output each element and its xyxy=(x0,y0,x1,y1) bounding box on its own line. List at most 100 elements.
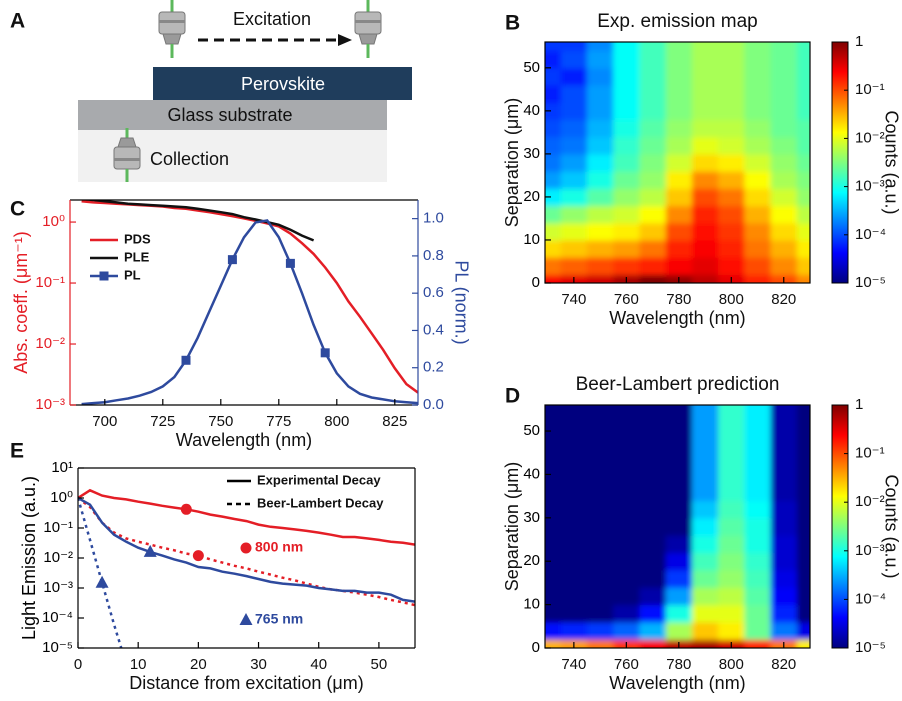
heatmap-cell xyxy=(744,465,772,484)
x-tick-label: 800 xyxy=(719,291,744,308)
heatmap-cell xyxy=(560,188,588,207)
heatmap-cell xyxy=(744,136,772,155)
heatmap-cell xyxy=(613,102,641,121)
y-axis-label: Light Emission (a.u.) xyxy=(19,476,39,640)
heatmap-cell xyxy=(613,42,641,52)
heatmap-cell xyxy=(691,483,719,502)
heatmap-cell xyxy=(613,171,641,189)
heatmap-cell xyxy=(796,448,810,467)
y-tick-label: 0.6 xyxy=(423,284,444,301)
heatmap-cell xyxy=(560,448,588,467)
heatmap-cell xyxy=(744,621,772,640)
y-tick-label: 10⁻¹ xyxy=(43,519,73,536)
heatmap-cell xyxy=(665,587,693,606)
layer-label: Perovskite xyxy=(241,74,325,94)
heatmap-cell xyxy=(560,85,588,103)
heatmap-cell xyxy=(744,85,772,103)
heatmap-cell xyxy=(796,239,810,258)
heatmap-cell xyxy=(691,222,719,241)
heatmap-cell xyxy=(744,604,772,623)
heatmap-cell xyxy=(545,639,562,648)
heatmap-cell xyxy=(613,569,641,588)
heatmap-cell xyxy=(744,517,772,536)
heatmap-cell xyxy=(770,153,798,172)
heatmap-cell xyxy=(718,587,746,606)
heatmap-cell xyxy=(586,500,614,519)
heatmap-cell xyxy=(545,465,562,484)
heatmap-cell xyxy=(613,188,641,207)
heatmap-cell xyxy=(718,50,746,69)
heatmap-cell xyxy=(545,205,562,224)
heatmap-cell xyxy=(586,153,614,172)
heatmap-cell xyxy=(639,431,667,449)
x-tick-label: 780 xyxy=(666,291,691,308)
heatmap-cell xyxy=(665,153,693,172)
heatmap xyxy=(545,42,810,283)
panel-label: E xyxy=(10,440,24,463)
heatmap-cell xyxy=(586,102,614,121)
y-tick-label: 10⁻³ xyxy=(35,396,65,413)
heatmap-cell xyxy=(665,413,693,432)
heatmap-cell xyxy=(613,587,641,606)
heatmap-cell xyxy=(560,517,588,536)
diagram: A Excitation Perovskite Glass substrate xyxy=(10,0,412,182)
legend-label: Experimental Decay xyxy=(257,472,381,487)
heatmap-cell xyxy=(796,42,810,52)
heatmap-cell xyxy=(560,535,588,554)
heatmap-cell xyxy=(665,465,693,484)
heatmap-cell xyxy=(586,136,614,155)
panel-label: D xyxy=(505,385,520,408)
heatmap-cell xyxy=(718,136,746,155)
heatmap-cell xyxy=(545,500,562,519)
heatmap-cell xyxy=(796,569,810,588)
y-tick-label: 20 xyxy=(523,188,540,205)
heatmap-cell xyxy=(665,604,693,623)
chart-title: Beer-Lambert prediction xyxy=(576,374,780,395)
heatmap-cell xyxy=(770,405,798,415)
heatmap-cell xyxy=(665,136,693,155)
heatmap-cell xyxy=(718,621,746,640)
excitation-label: Excitation xyxy=(233,9,311,29)
x-tick-label: 700 xyxy=(92,413,117,430)
plot-area xyxy=(545,405,810,648)
heatmap-cell xyxy=(691,639,719,648)
chart-title: Exp. emission map xyxy=(597,11,758,32)
heatmap-cell xyxy=(586,604,614,623)
heatmap-cell xyxy=(691,405,719,415)
y-axis-label: Separation (μm) xyxy=(502,98,522,227)
legend-label: PLE xyxy=(124,249,150,264)
y-tick-label: 20 xyxy=(523,552,540,569)
colorbar-tick-label: 10⁻³ xyxy=(855,178,885,195)
x-tick-label: 800 xyxy=(324,413,349,430)
heatmap-cell xyxy=(613,257,641,275)
colorbar-tick-label: 1 xyxy=(855,396,863,413)
marker xyxy=(227,255,237,265)
heatmap-cell xyxy=(560,102,588,121)
heatmap-cell xyxy=(770,136,798,155)
heatmap-cell xyxy=(665,257,693,275)
y-tick-label: 0.0 xyxy=(423,396,444,413)
heatmap-cell xyxy=(560,50,588,69)
heatmap-cell xyxy=(691,50,719,69)
colorbar-tick-label: 10⁻⁵ xyxy=(855,274,886,291)
heatmap-cell xyxy=(691,274,719,283)
heatmap-cell xyxy=(770,188,798,207)
objective-nose xyxy=(358,33,378,45)
colorbar xyxy=(831,41,849,284)
marker xyxy=(320,348,330,358)
heatmap-cell xyxy=(545,222,562,241)
legend-label: PDS xyxy=(124,231,151,246)
heatmap-cell xyxy=(770,500,798,519)
heatmap-cell xyxy=(545,119,562,138)
heatmap-cell xyxy=(545,483,562,502)
heatmap-cell xyxy=(796,85,810,103)
x-tick-label: 750 xyxy=(208,413,233,430)
marker xyxy=(95,575,109,588)
y-tick-label: 10⁰ xyxy=(50,489,73,506)
heatmap-cell xyxy=(691,431,719,449)
heatmap-cell xyxy=(796,639,810,648)
heatmap-cell xyxy=(796,274,810,283)
legend-label: PL xyxy=(124,267,141,282)
heatmap-cell xyxy=(718,222,746,241)
heatmap-cell xyxy=(796,67,810,86)
